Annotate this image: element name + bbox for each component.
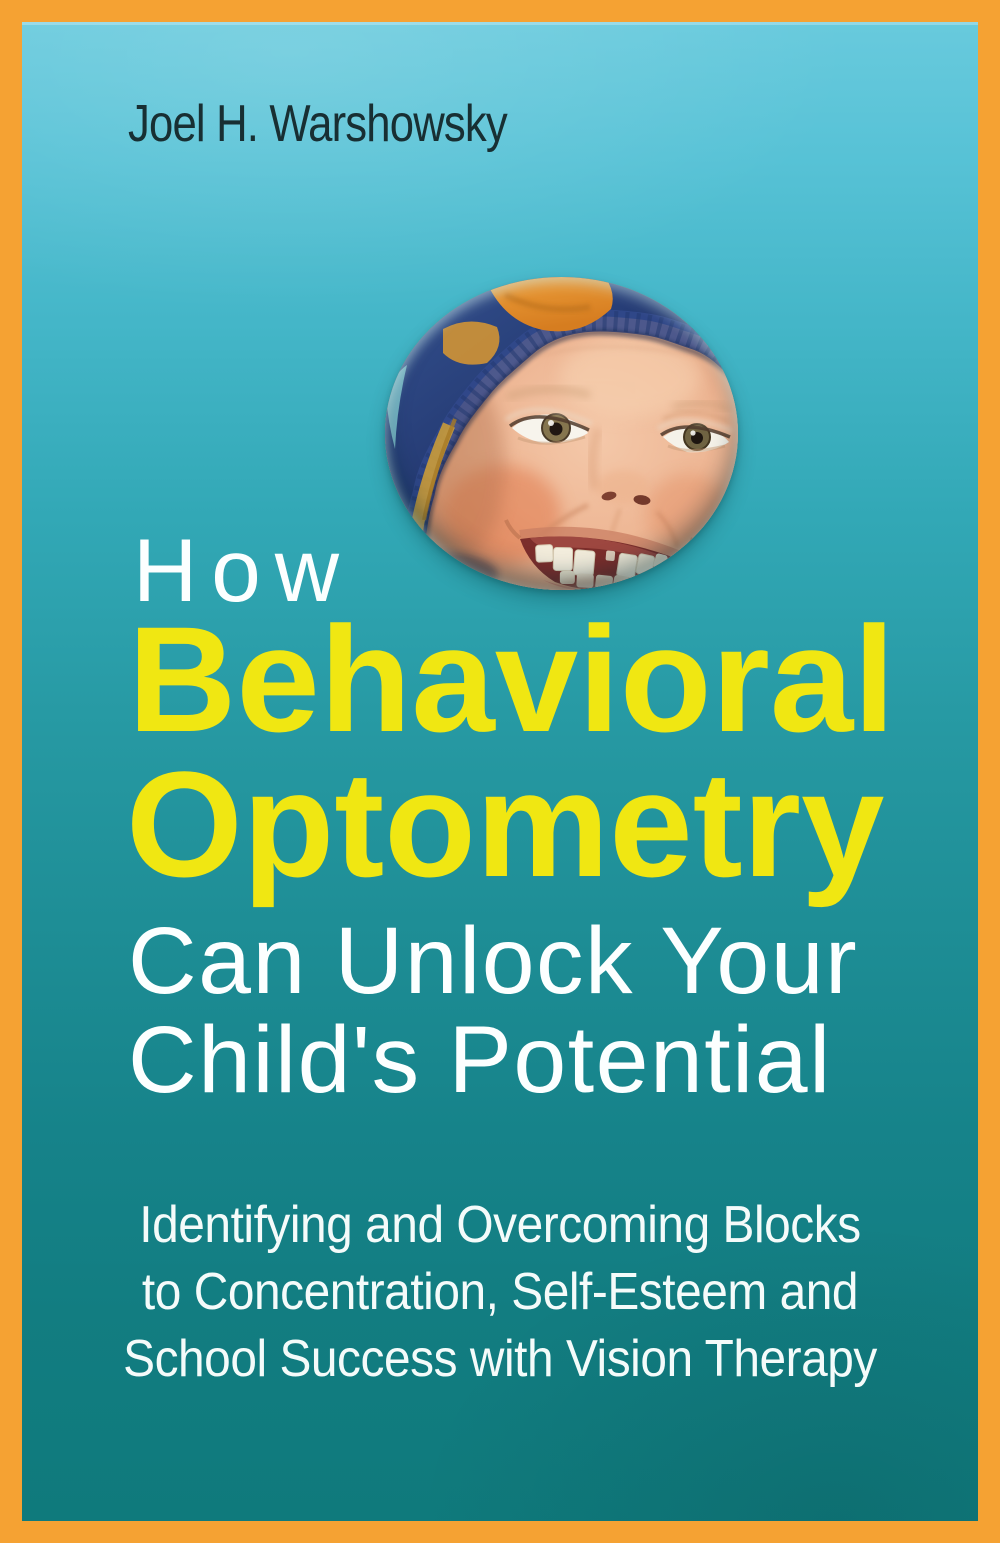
title-line-how: How [133,520,354,620]
subtitle-line-2: to Concentration, Self-Esteem and [141,1263,859,1321]
peek-hole [385,277,738,590]
author-name: Joel H. Warshowsky [128,95,508,153]
left-eye [504,407,594,445]
cover-panel [22,22,978,1521]
title-line-optometry: Optometry [126,740,885,908]
subtitle-line-1: Identifying and Overcoming Blocks [139,1196,861,1254]
title-line-can-unlock: Can Unlock Your [128,908,859,1014]
right-eye [656,410,733,453]
child-photo [385,277,738,590]
nose-shape [587,427,651,505]
hat-orange-patch-small [443,321,500,365]
subtitle: Identifying and Overcoming Blocks to Con… [60,1192,940,1393]
panel-top-highlight [22,22,978,25]
title-line-childs-potential: Child's Potential [128,1007,832,1113]
title-line-behavioral: Behavioral [128,595,895,763]
subtitle-line-3: School Success with Vision Therapy [123,1330,877,1388]
hat-orange-patch [487,277,613,332]
